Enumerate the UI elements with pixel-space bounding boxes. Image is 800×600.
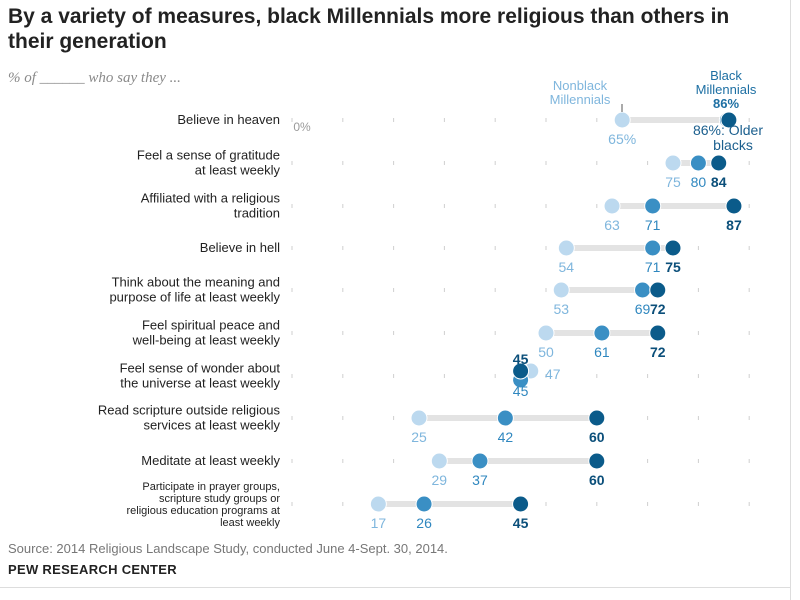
category-label: Feel sense of wonder about the universe a…	[120, 361, 281, 391]
value-label: 45	[513, 515, 529, 531]
value-label: 60	[589, 429, 605, 445]
value-label: 69	[635, 301, 651, 317]
dot-older-blacks	[496, 409, 514, 427]
value-label: 25	[411, 429, 427, 445]
organization-name: PEW RESEARCH CENTER	[8, 562, 177, 577]
dot-chart: Believe in heaven Feel a sense of gratitu…	[98, 68, 763, 531]
legend-older-label: 86%: Older	[693, 122, 763, 138]
value-label: 75	[665, 259, 681, 275]
value-label: 45	[513, 351, 529, 367]
dot-nonblack-millennials	[537, 324, 555, 342]
dot-nonblack-millennials	[603, 197, 621, 215]
value-label: 71	[645, 217, 661, 233]
category-label: Think about the meaning and purpose of li…	[109, 275, 280, 305]
dot-black-millennials	[649, 324, 667, 342]
legend-older-label: blacks	[713, 137, 753, 153]
value-label: 63	[604, 217, 620, 233]
chart-title: By a variety of measures, black Millenni…	[8, 5, 730, 53]
value-label: 60	[589, 472, 605, 488]
value-label: 47	[545, 366, 561, 382]
dot-older-blacks	[644, 239, 662, 257]
legend-black-value: 86%	[713, 96, 739, 111]
value-label: 80	[691, 174, 707, 190]
source-note: Source: 2014 Religious Landscape Study, …	[8, 541, 448, 556]
dot-nonblack-millennials	[664, 154, 682, 172]
frame-right-border	[790, 0, 791, 600]
dot-nonblack-millennials	[369, 495, 387, 513]
value-label: 72	[650, 344, 666, 360]
dot-nonblack-millennials	[430, 452, 448, 470]
dot-older-blacks	[593, 324, 611, 342]
chart-subtitle: % of ______ who say they ...	[8, 70, 181, 86]
dot-black-millennials	[649, 281, 667, 299]
dot-older-blacks	[415, 495, 433, 513]
category-label: Feel a sense of gratitude at least weekly	[137, 148, 281, 178]
value-label: 17	[371, 515, 387, 531]
value-label: 61	[594, 344, 610, 360]
category-label: Feel spiritual peace and well-being at le…	[132, 318, 281, 348]
value-label: 29	[432, 472, 448, 488]
value-label: 72	[650, 301, 666, 317]
dot-black-millennials	[588, 409, 606, 427]
value-label: 50	[538, 344, 554, 360]
legend-nonblack-label: Millennials	[550, 92, 611, 107]
dot-older-blacks	[644, 197, 662, 215]
value-label: 84	[711, 174, 727, 190]
category-label: Participate in prayer groups, scripture s…	[127, 481, 281, 529]
legend-black-label: Black	[710, 68, 742, 83]
dot-black-millennials	[720, 111, 738, 129]
category-label: Believe in heaven	[177, 112, 280, 127]
dot-black-millennials	[664, 239, 682, 257]
axis-tick-label: 0%	[293, 120, 311, 134]
frame-bottom-border	[0, 587, 791, 588]
dot-older-blacks	[634, 281, 652, 299]
value-label: 53	[553, 301, 569, 317]
dot-black-millennials	[512, 495, 530, 513]
dot-black-millennials	[588, 452, 606, 470]
category-label: Meditate at least weekly	[141, 453, 280, 468]
dot-black-millennials	[512, 362, 530, 380]
value-label: 65%	[608, 131, 636, 147]
category-label: Read scripture outside religious services…	[98, 403, 281, 433]
dot-nonblack-millennials	[557, 239, 575, 257]
value-label: 54	[559, 259, 575, 275]
value-label: 26	[416, 515, 432, 531]
dot-older-blacks	[471, 452, 489, 470]
value-label: 71	[645, 259, 661, 275]
category-label: Believe in hell	[200, 240, 280, 255]
category-label: Affiliated with a religious tradition	[141, 191, 281, 221]
dot-black-millennials	[725, 197, 743, 215]
legend-black-label: Millennials	[696, 82, 757, 97]
value-label: 42	[498, 429, 514, 445]
value-label: 45	[513, 383, 529, 399]
dot-nonblack-millennials	[613, 111, 631, 129]
value-label: 87	[726, 217, 742, 233]
dot-older-blacks	[689, 154, 707, 172]
value-label: 37	[472, 472, 488, 488]
legend-nonblack-label: Nonblack	[553, 78, 608, 93]
dot-black-millennials	[710, 154, 728, 172]
dot-nonblack-millennials	[410, 409, 428, 427]
value-label: 75	[665, 174, 681, 190]
dot-nonblack-millennials	[552, 281, 570, 299]
